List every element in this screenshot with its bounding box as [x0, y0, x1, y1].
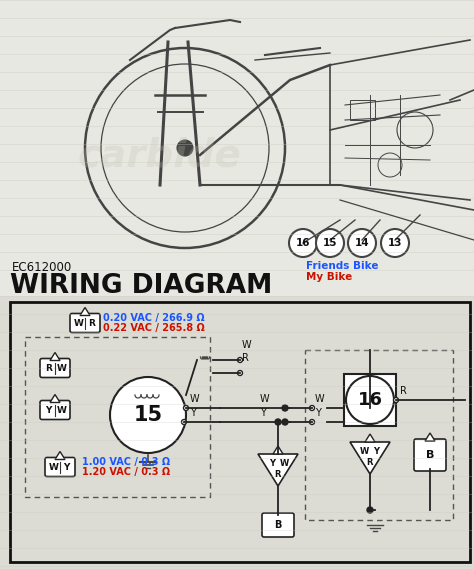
- Text: 15: 15: [134, 405, 163, 425]
- Text: W: W: [279, 459, 289, 468]
- Text: EC612000: EC612000: [12, 261, 72, 274]
- Text: 16: 16: [296, 238, 310, 248]
- Circle shape: [367, 507, 373, 513]
- Text: R: R: [88, 319, 95, 328]
- Text: Y: Y: [373, 447, 379, 456]
- Text: W: W: [190, 394, 200, 404]
- Text: WIRING DIAGRAM: WIRING DIAGRAM: [10, 273, 272, 299]
- Bar: [344, 374, 396, 426]
- FancyBboxPatch shape: [40, 358, 70, 377]
- Circle shape: [177, 140, 193, 156]
- Circle shape: [393, 398, 399, 402]
- Polygon shape: [350, 442, 390, 474]
- Text: Y: Y: [46, 406, 52, 414]
- Text: W: W: [260, 394, 270, 404]
- Bar: [10, 302, 470, 562]
- FancyBboxPatch shape: [262, 513, 294, 537]
- Bar: [350, 100, 375, 120]
- Circle shape: [182, 419, 186, 424]
- FancyBboxPatch shape: [45, 457, 75, 476]
- Bar: [25, 337, 210, 497]
- Circle shape: [289, 229, 317, 257]
- Text: R: R: [275, 469, 281, 479]
- Polygon shape: [50, 394, 60, 402]
- Text: W: W: [73, 319, 83, 328]
- Text: Y: Y: [190, 408, 196, 418]
- Text: Y: Y: [315, 408, 321, 418]
- Circle shape: [183, 406, 189, 410]
- Circle shape: [348, 229, 376, 257]
- Text: W: W: [56, 364, 66, 373]
- Text: B: B: [426, 450, 434, 460]
- Circle shape: [316, 229, 344, 257]
- Polygon shape: [273, 446, 283, 454]
- Circle shape: [237, 357, 243, 362]
- Bar: [305, 350, 453, 520]
- Text: R: R: [367, 457, 373, 467]
- Text: R: R: [45, 364, 52, 373]
- Polygon shape: [80, 307, 90, 315]
- Circle shape: [282, 405, 288, 411]
- Bar: [0, 296, 474, 569]
- Circle shape: [282, 419, 288, 425]
- Text: 15: 15: [323, 238, 337, 248]
- Text: 14: 14: [355, 238, 369, 248]
- Text: Y: Y: [64, 463, 70, 472]
- Text: 1.20 VAC / 0.3 Ω: 1.20 VAC / 0.3 Ω: [82, 467, 170, 477]
- Text: Friends Bike: Friends Bike: [306, 261, 379, 271]
- Text: 0.22 VAC / 265.8 Ω: 0.22 VAC / 265.8 Ω: [103, 323, 205, 333]
- Polygon shape: [425, 433, 435, 441]
- Text: R: R: [400, 386, 407, 396]
- Text: 16: 16: [357, 391, 383, 409]
- Circle shape: [237, 370, 243, 376]
- Text: 0.20 VAC / 266.9 Ω: 0.20 VAC / 266.9 Ω: [103, 313, 205, 323]
- Circle shape: [346, 376, 394, 424]
- Circle shape: [310, 419, 315, 424]
- Text: W: W: [315, 394, 325, 404]
- Circle shape: [275, 419, 281, 425]
- Text: W: W: [48, 463, 58, 472]
- FancyBboxPatch shape: [70, 314, 100, 332]
- Text: W: W: [56, 406, 66, 414]
- Text: B: B: [274, 520, 282, 530]
- Circle shape: [381, 229, 409, 257]
- Polygon shape: [50, 353, 60, 361]
- Text: carbide: carbide: [78, 136, 242, 174]
- Text: W: W: [242, 340, 252, 350]
- Text: R: R: [242, 353, 249, 363]
- Text: 1.00 VAC / 0.3 Ω: 1.00 VAC / 0.3 Ω: [82, 457, 170, 467]
- Text: My Bike: My Bike: [306, 272, 352, 282]
- Circle shape: [310, 406, 315, 410]
- Polygon shape: [365, 434, 375, 442]
- Text: Y: Y: [269, 459, 275, 468]
- FancyBboxPatch shape: [414, 439, 446, 471]
- Text: Y: Y: [260, 408, 266, 418]
- FancyBboxPatch shape: [40, 401, 70, 419]
- Polygon shape: [55, 451, 65, 460]
- Text: 13: 13: [388, 238, 402, 248]
- Polygon shape: [258, 454, 298, 486]
- Circle shape: [110, 377, 186, 453]
- Text: W: W: [359, 447, 369, 456]
